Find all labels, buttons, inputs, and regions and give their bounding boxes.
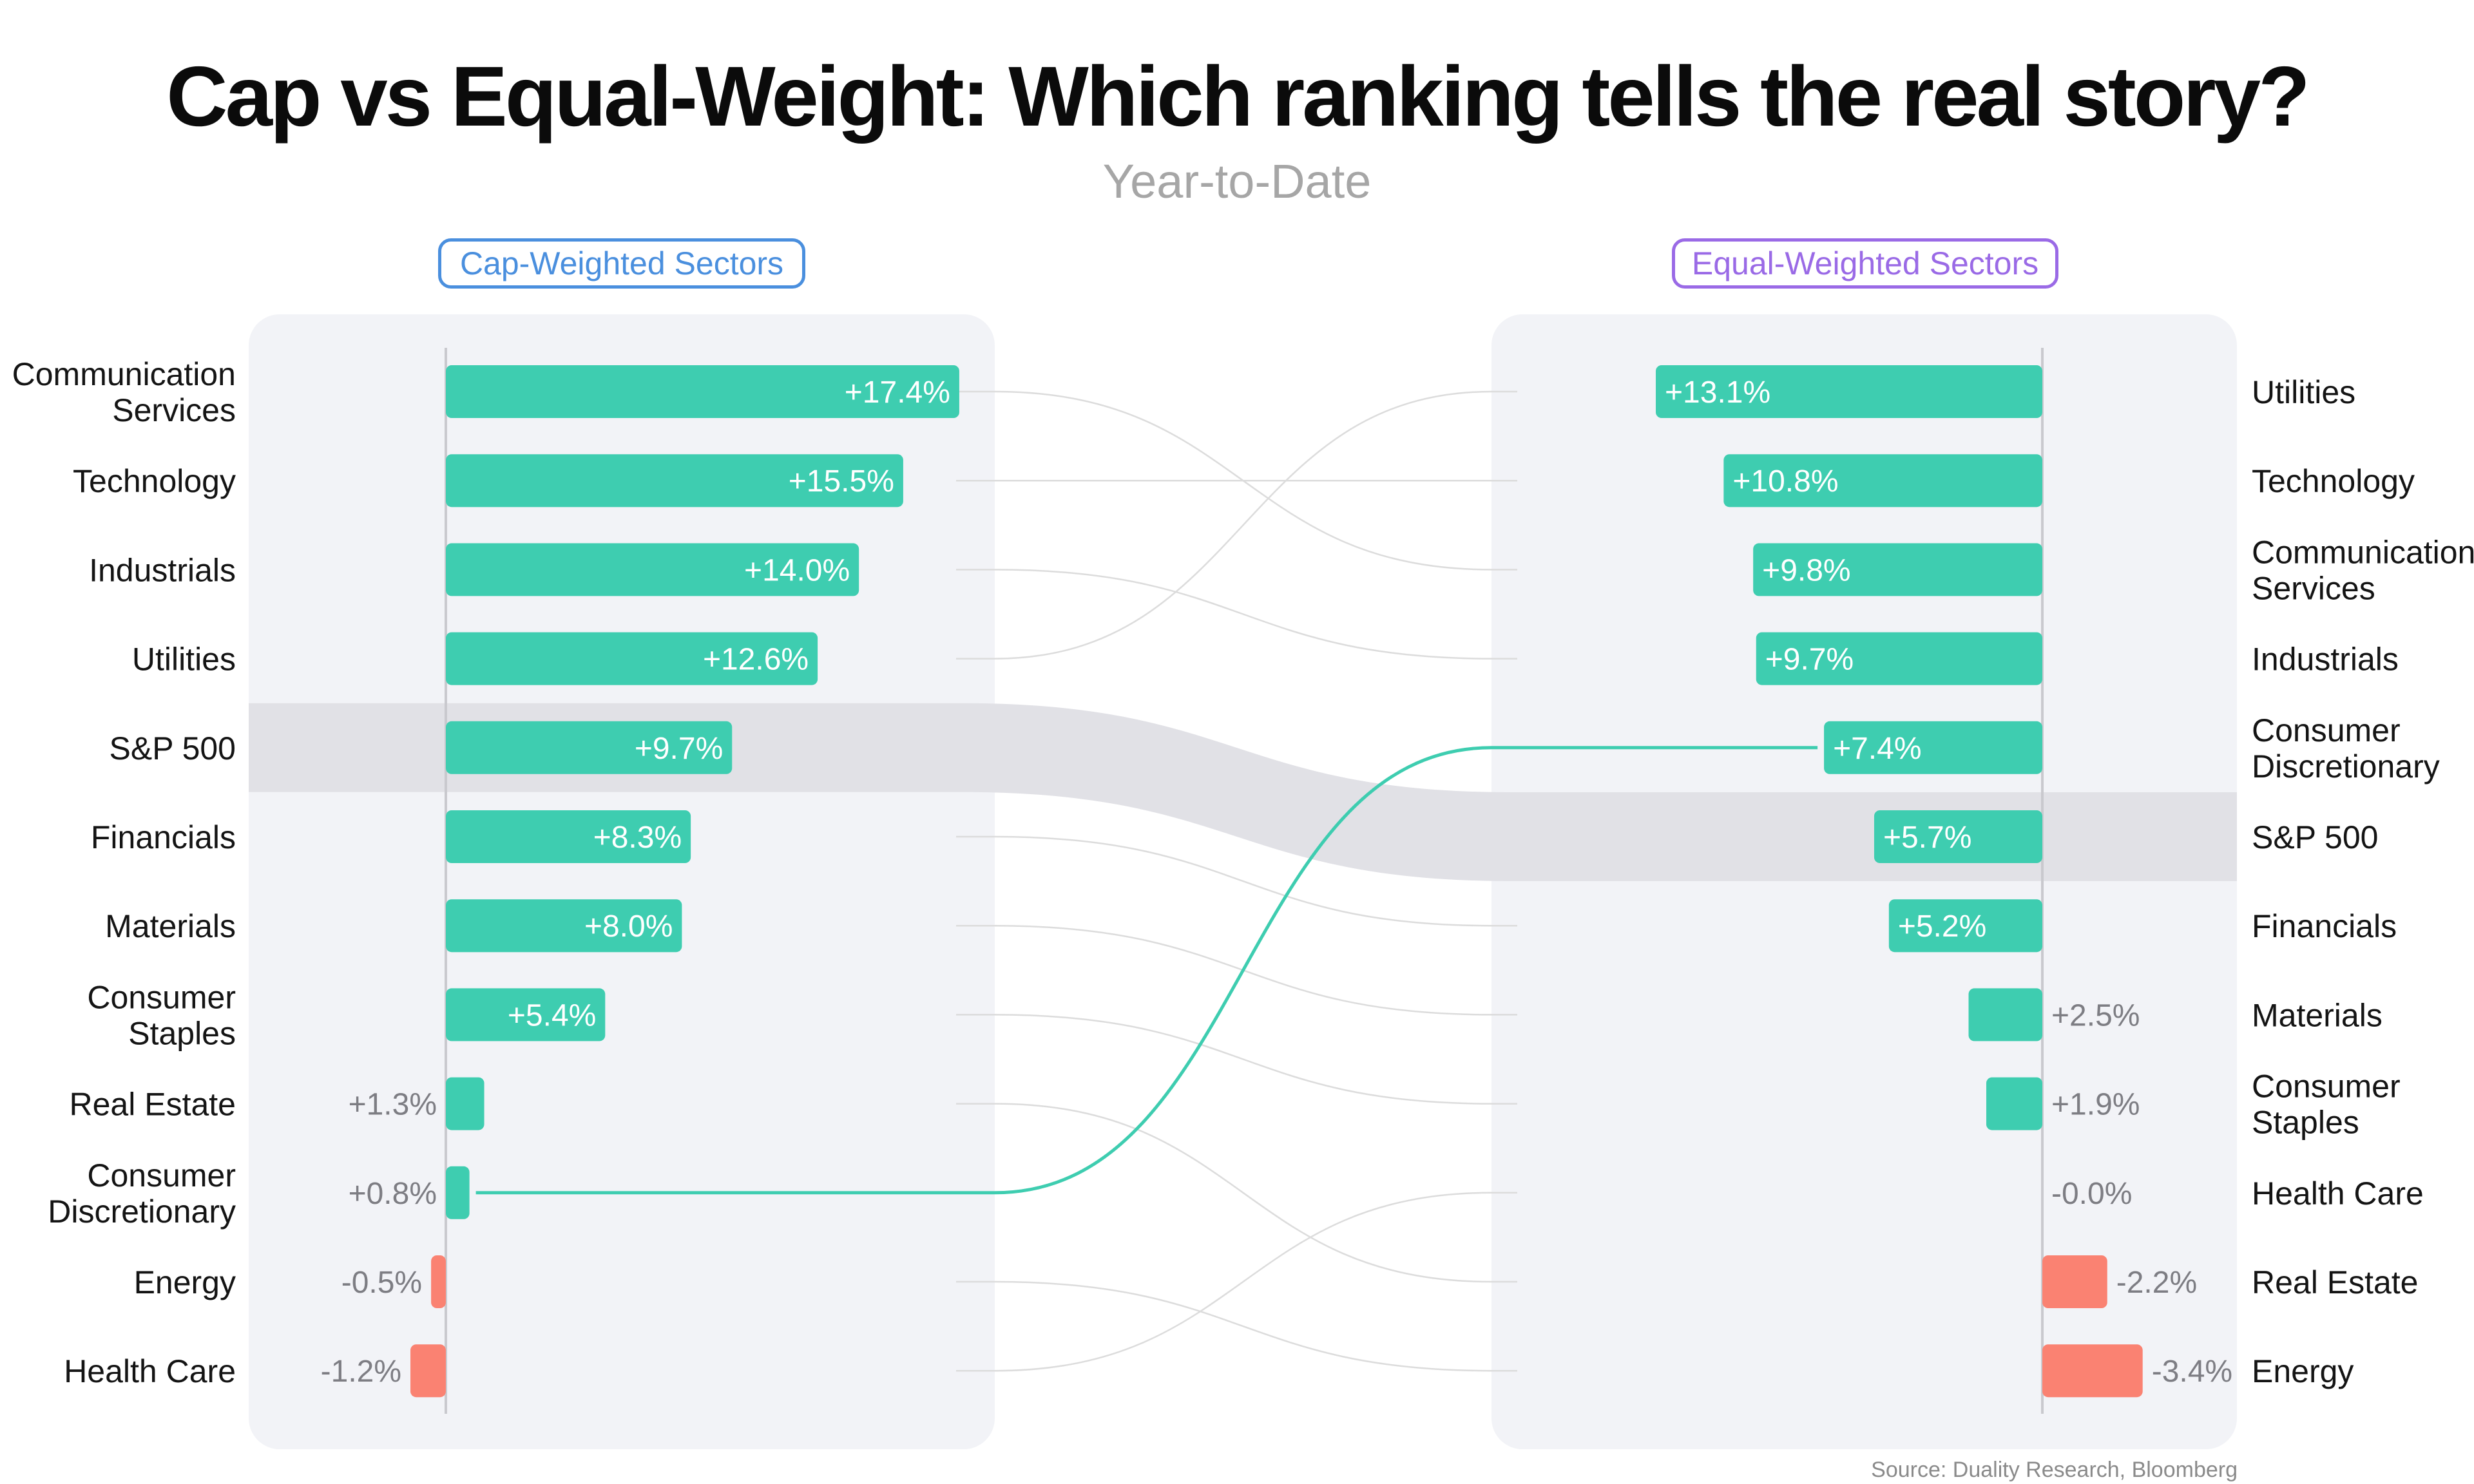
left-value-label: +1.3% <box>349 1088 437 1122</box>
left-bar-consumer-staples <box>446 988 606 1042</box>
left-value-label: +0.8% <box>349 1177 437 1211</box>
right-bar-materials <box>1968 988 2042 1042</box>
right-names-health-care: Health Care <box>2252 1175 2424 1212</box>
left-bar-materials <box>446 899 682 953</box>
cap-weighted-header: Cap-Weighted Sectors <box>438 238 805 289</box>
left-value-label: +5.4% <box>508 998 596 1032</box>
equal-weighted-header: Equal-Weighted Sectors <box>1672 238 2058 289</box>
connector-energy <box>956 1280 1517 1372</box>
right-bar-industrials <box>1756 632 2042 685</box>
right-names-real-estate: Real Estate <box>2252 1264 2418 1300</box>
left-bar-technology <box>446 454 903 508</box>
left-names-energy: Energy <box>134 1264 236 1300</box>
left-names-utilities: Utilities <box>132 642 236 678</box>
right-bar-real-estate <box>2042 1255 2107 1308</box>
right-value-label: +2.5% <box>2051 998 2140 1032</box>
right-bar-technology <box>1723 454 2042 508</box>
left-bar-health-care <box>410 1344 446 1398</box>
left-value-label: -0.5% <box>341 1266 422 1300</box>
right-names-sp-500: S&P 500 <box>2252 819 2378 855</box>
left-value-label: +15.5% <box>789 464 894 499</box>
left-names-consumer-discretionary: Consumer Discretionary <box>48 1157 236 1230</box>
right-names-utilities: Utilities <box>2252 374 2355 410</box>
right-value-label: +9.7% <box>1765 643 1854 677</box>
right-bar-consumer-discretionary <box>1824 721 2042 774</box>
right-value-label: +13.1% <box>1665 376 1770 410</box>
left-bar-utilities <box>446 632 818 685</box>
right-names-financials: Financials <box>2252 908 2397 944</box>
left-bar-financials <box>446 810 691 863</box>
chart-subtitle: Year-to-Date <box>1102 155 1372 208</box>
left-names-communication-services: Communication Services <box>12 356 236 428</box>
right-value-label: +10.8% <box>1732 464 1838 499</box>
right-names-technology: Technology <box>2252 463 2415 499</box>
right-bar-sp-500 <box>1874 810 2042 863</box>
connector-consumer-discretionary <box>475 746 1818 1195</box>
right-bar-utilities <box>1656 365 2042 418</box>
left-names-materials: Materials <box>105 908 236 944</box>
left-value-label: +17.4% <box>845 376 950 410</box>
chart-title: Cap vs Equal-Weight: Which ranking tells… <box>166 49 2310 144</box>
right-names-consumer-staples: Consumer Staples <box>2252 1069 2401 1141</box>
connector-health-care <box>956 1192 1517 1372</box>
right-value-label: +9.8% <box>1762 553 1850 587</box>
left-value-label: +8.3% <box>593 821 682 855</box>
left-bar-energy <box>431 1255 446 1308</box>
right-value-label: +7.4% <box>1833 732 1921 766</box>
connector-industrials <box>956 569 1517 660</box>
right-value-label: +1.9% <box>2051 1088 2140 1122</box>
source-note: Source: Duality Research, Bloomberg <box>1871 1458 2238 1482</box>
cap-weighted-panel <box>249 314 995 1449</box>
connector-utilities <box>956 390 1517 660</box>
left-names-industrials: Industrials <box>89 552 236 588</box>
left-value-label: +14.0% <box>744 553 850 587</box>
right-bar-communication-services <box>1753 543 2042 596</box>
right-bar-energy <box>2042 1344 2143 1398</box>
left-value-label: +12.6% <box>703 643 809 677</box>
left-names-sp-500: S&P 500 <box>110 730 236 766</box>
right-value-label: +5.7% <box>1883 821 1971 855</box>
right-bar-consumer-staples <box>1986 1077 2042 1130</box>
left-bar-industrials <box>446 543 859 596</box>
left-bar-real-estate <box>446 1077 484 1130</box>
right-names-materials: Materials <box>2252 997 2383 1033</box>
left-names-health-care: Health Care <box>64 1353 236 1389</box>
connector-consumer-staples <box>956 1014 1517 1105</box>
benchmark-band <box>249 703 2237 881</box>
left-names-technology: Technology <box>73 463 236 499</box>
right-value-label: -0.0% <box>2051 1177 2132 1211</box>
left-value-label: +9.7% <box>635 732 723 766</box>
left-bar-consumer-discretionary <box>446 1166 470 1219</box>
right-bar-financials <box>1888 899 2042 953</box>
right-names-communication-services: Communication Services <box>2252 534 2474 606</box>
right-names-energy: Energy <box>2252 1353 2354 1389</box>
left-names-real-estate: Real Estate <box>70 1087 236 1123</box>
right-value-label: -2.2% <box>2116 1266 2197 1300</box>
equal-weighted-panel <box>1491 314 2237 1449</box>
left-value-label: +8.0% <box>584 909 673 944</box>
left-names-consumer-staples: Consumer Staples <box>87 979 236 1051</box>
right-value-label: +5.2% <box>1898 909 1986 944</box>
connector-real-estate <box>956 1103 1517 1283</box>
connector-materials <box>956 924 1517 1016</box>
right-names-consumer-discretionary: Consumer Discretionary <box>2252 712 2440 785</box>
right-value-label: -3.4% <box>2152 1355 2232 1389</box>
left-bar-sp-500 <box>446 721 733 774</box>
right-names-industrials: Industrials <box>2252 642 2399 678</box>
left-bar-communication-services <box>446 365 959 418</box>
left-value-label: -1.2% <box>321 1355 401 1389</box>
left-names-financials: Financials <box>91 819 236 855</box>
connector-financials <box>956 835 1517 927</box>
